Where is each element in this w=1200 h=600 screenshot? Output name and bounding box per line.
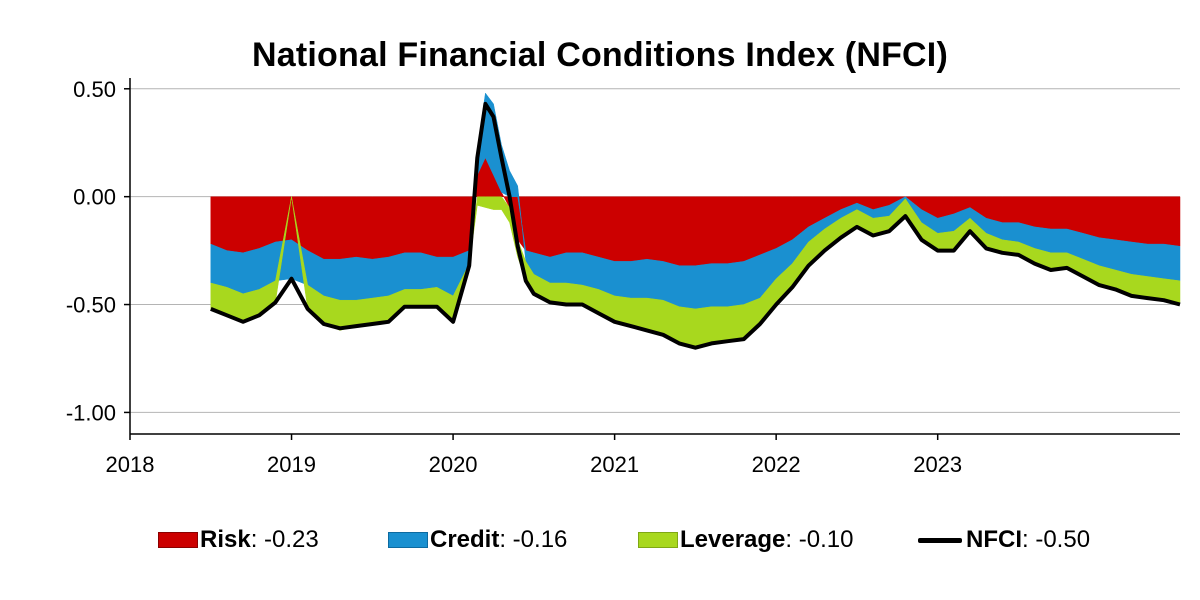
legend-swatch-leverage — [638, 532, 678, 548]
legend: Risk : -0.23 Credit : -0.16 Leverage : -… — [0, 526, 1200, 558]
legend-item-credit: Credit : -0.16 — [388, 526, 567, 554]
x-tick-label: 2021 — [590, 452, 639, 477]
legend-line-nfci — [918, 537, 962, 543]
legend-value-risk: : -0.23 — [250, 526, 319, 553]
area-credit — [210, 92, 1181, 310]
legend-label-credit: Credit — [430, 526, 500, 553]
line-nfci — [210, 101, 1181, 350]
y-tick-label: 0.00 — [73, 185, 116, 210]
legend-label-leverage: Leverage — [680, 526, 786, 553]
y-tick-label: 0.50 — [73, 77, 116, 102]
legend-label-risk: Risk — [200, 526, 251, 553]
legend-swatch-credit — [388, 532, 428, 548]
legend-swatch-risk — [158, 532, 198, 548]
legend-label-nfci: NFCI — [966, 526, 1022, 553]
legend-item-nfci: NFCI : -0.50 — [918, 526, 1090, 554]
x-tick-label: 2019 — [267, 452, 316, 477]
y-tick-label: -1.00 — [66, 400, 116, 425]
x-tick-label: 2020 — [429, 452, 478, 477]
y-tick-label: -0.50 — [66, 293, 116, 318]
legend-value-credit: : -0.16 — [499, 526, 568, 553]
x-tick-label: 2022 — [752, 452, 801, 477]
chart-title: National Financial Conditions Index (NFC… — [252, 36, 948, 74]
legend-item-risk: Risk : -0.23 — [158, 526, 319, 554]
x-tick-label: 2018 — [106, 452, 155, 477]
legend-item-leverage: Leverage : -0.10 — [638, 526, 853, 554]
legend-value-leverage: : -0.10 — [785, 526, 854, 553]
area-leverage — [210, 196, 1181, 348]
x-tick-label: 2023 — [913, 452, 962, 477]
legend-value-nfci: : -0.50 — [1022, 526, 1091, 553]
